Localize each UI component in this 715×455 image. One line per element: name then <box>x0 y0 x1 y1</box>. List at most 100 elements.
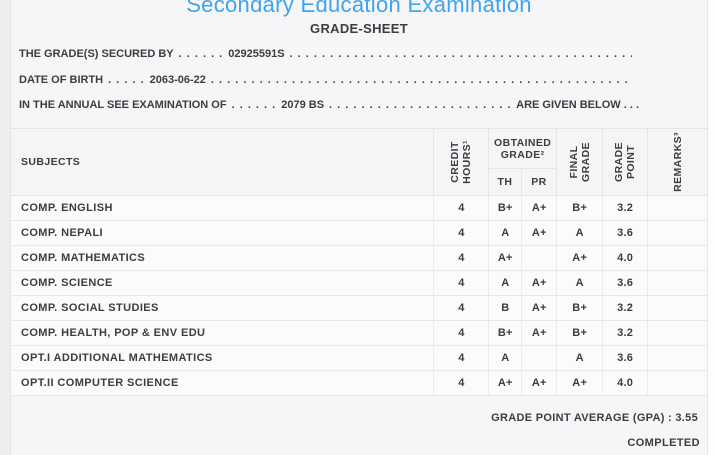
th-grade-cell: B+ <box>488 321 521 345</box>
info-line-exam-year: IN THE ANNUAL SEE EXAMINATION OF . . . .… <box>19 99 639 113</box>
grade-point-cell: 3.6 <box>602 221 647 245</box>
dot-leader: . . . . . . <box>178 48 224 60</box>
column-header-remarks: REMARKS³ <box>647 129 707 195</box>
table-row: COMP. SCIENCE 4 A A+ A 3.6 <box>11 271 707 296</box>
dot-leader: . . . . . . <box>231 99 277 111</box>
th-grade-cell: A <box>488 221 521 245</box>
pr-grade-cell <box>521 346 556 370</box>
subject-cell: COMP. HEALTH, POP & ENV EDU <box>21 327 206 339</box>
final-grade-cell: B+ <box>556 196 602 220</box>
credit-hours-cell: 4 <box>433 321 488 345</box>
pr-grade-cell <box>521 246 556 270</box>
grade-point-cell: 4.0 <box>602 246 647 270</box>
remarks-label: REMARKS³ <box>671 132 684 192</box>
credit-hours-cell: 4 <box>433 196 488 220</box>
page-title: Secondary Education Examination <box>186 0 532 17</box>
final-grade-cell: A+ <box>556 246 602 270</box>
final-grade-cell: A <box>556 271 602 295</box>
credit-hours-cell: 4 <box>433 246 488 270</box>
table-row: COMP. HEALTH, POP & ENV EDU 4 B+ A+ B+ 3… <box>11 321 707 346</box>
exam-year-value: 2079 BS <box>281 99 325 111</box>
credit-hours-cell: 4 <box>433 271 488 295</box>
remarks-cell <box>647 271 707 295</box>
subject-cell: OPT.I ADDITIONAL MATHEMATICS <box>21 352 213 364</box>
column-header-final-grade: FINAL GRADE <box>556 129 602 195</box>
table-header-row: SUBJECTS CREDIT HOURS¹ OBTAINED GRADE² T… <box>11 129 707 196</box>
pr-grade-cell: A+ <box>521 196 556 220</box>
info-line-date-of-birth: DATE OF BIRTH . . . . . 2063-06-22 . . .… <box>19 74 629 88</box>
grade-sheet-heading: GRADE-SHEET <box>310 21 408 36</box>
grade-point-cell: 3.2 <box>602 196 647 220</box>
grade-point-cell: 3.6 <box>602 271 647 295</box>
pr-grade-cell: A+ <box>521 321 556 345</box>
subject-cell: OPT.II COMPUTER SCIENCE <box>21 377 179 389</box>
final-grade-label-line1: FINAL <box>567 145 580 179</box>
grade-sheet-document: Secondary Education Examination GRADE-SH… <box>10 0 707 455</box>
final-grade-cell: B+ <box>556 296 602 320</box>
table-row: COMP. NEPALI 4 A A+ A 3.6 <box>11 221 707 246</box>
dot-leader: . . . . . . . . . . . . . . . . . . . . … <box>329 99 512 111</box>
credit-hours-cell: 4 <box>433 296 488 320</box>
pr-grade-cell: A+ <box>521 371 556 395</box>
remarks-cell <box>647 371 707 395</box>
th-grade-cell: A <box>488 346 521 370</box>
info-line-symbol-number: THE GRADE(S) SECURED BY . . . . . . 0292… <box>19 48 632 62</box>
grade-point-label-line1: GRADE <box>613 142 626 182</box>
grade-point-label-line2: POINT <box>625 144 638 180</box>
subject-cell: COMP. SCIENCE <box>21 277 113 289</box>
gpa-summary: GRADE POINT AVERAGE (GPA) : 3.55 <box>491 412 698 424</box>
table-row: COMP. SOCIAL STUDIES 4 B A+ B+ 3.2 <box>11 296 707 321</box>
final-grade-cell: A+ <box>556 371 602 395</box>
column-header-pr: PR <box>531 176 547 188</box>
th-grade-cell: B+ <box>488 196 521 220</box>
credit-hours-cell: 4 <box>433 371 488 395</box>
obtained-grade-label-line1: OBTAINED <box>494 136 552 149</box>
final-grade-label-line2: GRADE <box>579 142 592 182</box>
subject-cell: COMP. NEPALI <box>21 227 104 239</box>
table-row: OPT.II COMPUTER SCIENCE 4 A+ A+ A+ 4.0 <box>11 371 707 396</box>
symbol-number-value: 02925591S <box>228 48 285 60</box>
pr-grade-cell: A+ <box>521 221 556 245</box>
final-grade-cell: A <box>556 221 602 245</box>
credit-hours-label-line2: HOURS¹ <box>461 140 474 184</box>
th-grade-cell: A+ <box>488 246 521 270</box>
column-header-subjects: SUBJECTS <box>21 156 81 168</box>
remarks-cell <box>647 321 707 345</box>
remarks-cell <box>647 196 707 220</box>
column-header-grade-point: GRADE POINT <box>602 129 647 195</box>
table-row: OPT.I ADDITIONAL MATHEMATICS 4 A A 3.6 <box>11 346 707 371</box>
remarks-cell <box>647 346 707 370</box>
pr-grade-cell: A+ <box>521 271 556 295</box>
remarks-cell <box>647 296 707 320</box>
gpa-value: 3.55 <box>675 412 698 424</box>
grade-point-cell: 4.0 <box>602 371 647 395</box>
grade-point-cell: 3.6 <box>602 346 647 370</box>
gpa-label: GRADE POINT AVERAGE (GPA) : <box>491 412 673 424</box>
dot-leader: . . . . . <box>108 74 145 86</box>
status-completed: COMPLETED <box>627 437 700 449</box>
info-label: THE GRADE(S) SECURED BY <box>19 48 174 60</box>
column-header-obtained-grade: OBTAINED GRADE² TH PR <box>488 129 557 195</box>
vertical-scrollbar[interactable] <box>707 0 715 455</box>
th-grade-cell: A <box>488 271 521 295</box>
th-grade-cell: A+ <box>488 371 521 395</box>
info-label: IN THE ANNUAL SEE EXAMINATION OF <box>19 99 227 111</box>
credit-hours-label-line1: CREDIT <box>449 141 462 183</box>
dot-leader: . . . . . . . . . . . . . . . . . . . . … <box>289 48 632 60</box>
remarks-cell <box>647 246 707 270</box>
grade-point-cell: 3.2 <box>602 321 647 345</box>
subject-cell: COMP. MATHEMATICS <box>21 252 146 264</box>
column-header-th: TH <box>489 169 522 195</box>
th-grade-cell: B <box>488 296 521 320</box>
obtained-grade-label-line2: GRADE² <box>500 148 545 161</box>
column-header-credit-hours: CREDIT HOURS¹ <box>433 129 488 195</box>
pr-grade-cell: A+ <box>521 296 556 320</box>
date-of-birth-value: 2063-06-22 <box>149 74 206 86</box>
grade-point-cell: 3.2 <box>602 296 647 320</box>
final-grade-cell: A <box>556 346 602 370</box>
final-grade-cell: B+ <box>556 321 602 345</box>
subject-cell: COMP. ENGLISH <box>21 202 113 214</box>
credit-hours-cell: 4 <box>433 221 488 245</box>
info-label: DATE OF BIRTH <box>19 74 104 86</box>
